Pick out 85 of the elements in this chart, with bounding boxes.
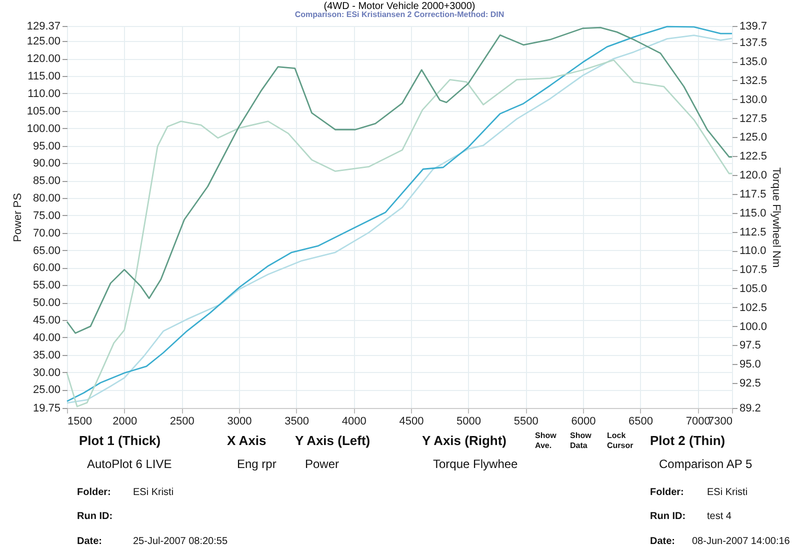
- y2-tick-label: 135.0: [740, 56, 768, 68]
- y2-tick-label: 127.5: [740, 112, 768, 125]
- y-tick-label: 50.00: [32, 297, 60, 310]
- y-tick-label: 45.00: [32, 314, 60, 327]
- text: X Axis: [227, 433, 266, 448]
- y2-tick-label: 100.0: [740, 320, 768, 333]
- y-tick-label: 60.00: [32, 262, 60, 274]
- text: Torque Flywhee: [433, 457, 518, 471]
- x-tick-label: 3500: [284, 416, 310, 428]
- y2-tick-label: 139.7: [740, 20, 768, 32]
- x-tick-label: 7000: [686, 416, 710, 428]
- y-tick-label: 55.00: [32, 280, 60, 292]
- y2-tick-label: 105.0: [740, 282, 768, 295]
- y-tick-label: 25.00: [32, 384, 60, 396]
- y-tick-label: 30.00: [32, 366, 60, 379]
- text: 08-Jun-2007 14:00:16: [692, 536, 790, 547]
- text: Y Axis (Left): [295, 433, 370, 448]
- text: Folder:: [77, 487, 111, 498]
- text: Plot 2 (Thin): [650, 433, 726, 448]
- y-tick-label: 115.00: [28, 70, 60, 83]
- y-tick-label: 90.00: [32, 158, 60, 170]
- y2-tick-label: 122.5: [740, 150, 768, 163]
- y2-tick-label: 137.5: [740, 37, 768, 50]
- y-tick-label: 100.00: [26, 122, 60, 135]
- y-tick-label: 40.00: [32, 332, 60, 344]
- text: Eng rpr: [237, 457, 276, 471]
- y2-tick-label: 117.5: [740, 188, 766, 200]
- x-tick-label: 4500: [399, 416, 424, 428]
- text: Plot 1 (Thick): [79, 433, 161, 448]
- y2-tick-label: 102.5: [740, 302, 768, 314]
- text: Power: [305, 457, 340, 471]
- y2-tick-label: 112.5: [740, 226, 766, 238]
- y2-tick-label: 92.5: [740, 378, 761, 390]
- y-tick-label: 120.00: [26, 53, 60, 66]
- text: 25-Jul-2007 08:20:55: [133, 536, 228, 547]
- text: ESi Kristi: [707, 487, 748, 498]
- y-tick-label: 95.00: [32, 140, 60, 152]
- x-tick-label: 6000: [571, 416, 596, 428]
- y2-axis-title: Torque Flywheel Nm: [770, 167, 782, 268]
- y2-tick-label: 110.0: [740, 245, 766, 258]
- x-tick-label: 5500: [514, 416, 538, 428]
- chart-subtitle: Comparison: ESi Kristiansen 2 Correction-Method: DIN: [294, 10, 504, 19]
- y-tick-label: 110.00: [28, 88, 60, 100]
- y2-tick-label: 97.5: [740, 340, 761, 352]
- y2-tick-label: 130.0: [740, 94, 768, 106]
- y2-tick-label: 107.5: [740, 264, 768, 276]
- text: Lock Cursor: [607, 431, 634, 450]
- y-tick-label: 70.00: [32, 227, 60, 240]
- y-tick-label: 85.00: [32, 175, 60, 188]
- x-tick-label: 2500: [170, 416, 194, 428]
- y2-tick-label: 89.2: [740, 402, 761, 414]
- y-tick-label: 80.00: [32, 192, 60, 205]
- y-tick-label: 75.00: [32, 210, 60, 222]
- text: Show Data: [570, 431, 592, 450]
- text: Date:: [77, 536, 102, 547]
- x-tick-label: 7300: [708, 416, 732, 428]
- y-tick-label: 19.75: [32, 402, 60, 414]
- x-tick-label: 6500: [628, 416, 654, 428]
- text: Date:: [650, 536, 676, 547]
- y2-tick-label: 95.0: [740, 358, 761, 371]
- y2-tick-label: 120.0: [740, 170, 768, 182]
- text: Show Ave.: [535, 431, 558, 450]
- text: AutoPlot 6 LIVE: [87, 457, 172, 471]
- x-tick-label: 3000: [227, 416, 252, 428]
- y2-tick-label: 115.0: [740, 207, 766, 220]
- y-axis-title: Power PS: [12, 193, 24, 242]
- text: ESi Kristi: [133, 487, 174, 498]
- y-tick-label: 65.00: [32, 244, 60, 257]
- text: Comparison AP 5: [659, 457, 752, 471]
- x-tick-label: 1500: [68, 416, 92, 428]
- y-tick-label: 35.00: [32, 349, 60, 362]
- x-tick-label: 4000: [342, 416, 366, 428]
- text: Run ID:: [77, 511, 113, 522]
- x-tick-label: 5000: [456, 416, 482, 428]
- text: Folder:: [650, 487, 684, 498]
- y-tick-label: 125.00: [26, 36, 60, 48]
- y-tick-label: 105.00: [26, 105, 60, 118]
- chart-title: (4WD - Motor Vehicle 2000+3000): [324, 1, 476, 12]
- text: Y Axis (Right): [422, 433, 507, 448]
- text: test 4: [707, 511, 732, 522]
- y2-tick-label: 132.5: [740, 74, 768, 87]
- y-tick-label: 129.37: [26, 20, 60, 32]
- x-tick-label: 2000: [112, 416, 138, 428]
- y2-tick-label: 125.0: [740, 132, 768, 144]
- text: Run ID:: [650, 511, 686, 522]
